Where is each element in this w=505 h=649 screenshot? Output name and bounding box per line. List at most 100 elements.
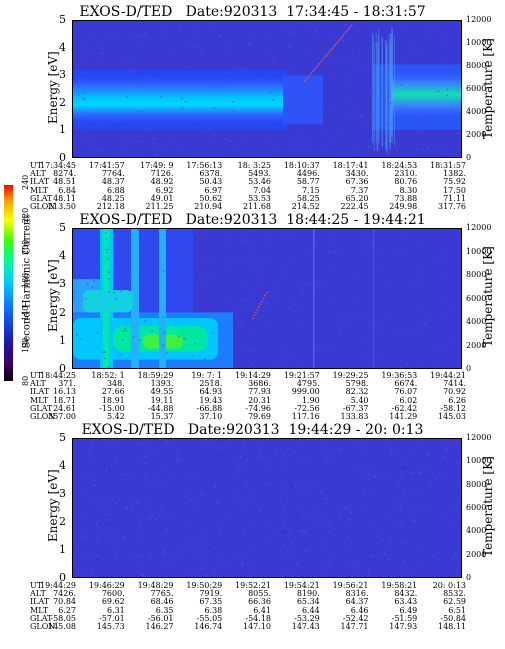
ephemeris-value: 7919. [199, 589, 223, 599]
noise-speck [266, 326, 269, 329]
noise-speck [426, 145, 429, 148]
rtick-label: 4000 [466, 107, 487, 116]
noise-speck [106, 248, 109, 251]
noise-speck [356, 562, 359, 564]
ephemeris-value: 7126. [150, 169, 174, 179]
ephemeris-value: 18:59:29 [137, 371, 174, 380]
ephemeris-value: 148.11 [438, 622, 466, 631]
ephemeris-value: 2518. [199, 379, 223, 389]
noise-speck [197, 572, 200, 575]
noise-speck [347, 482, 350, 484]
noise-speck [333, 268, 336, 270]
noise-speck [240, 456, 243, 459]
vertical-line [373, 229, 375, 368]
ephemeris-value: 147.71 [340, 622, 369, 631]
ephemeris-value: 70.84 [53, 597, 76, 607]
noise-speck [100, 502, 103, 505]
ephemeris-value: 8190. [296, 589, 320, 599]
ephemeris-row-ut: UT 17:34:45 17:41:57 17:49: 9 17:56:13 18: 3:… [30, 161, 500, 171]
ephemeris-value: 80.76 [394, 177, 418, 187]
noise-speck [261, 263, 264, 266]
noise-speck [84, 298, 87, 300]
noise-speck [429, 485, 432, 488]
noise-speck [148, 518, 150, 520]
noise-speck [367, 319, 370, 322]
noise-speck [324, 498, 327, 500]
noise-speck [160, 28, 163, 31]
ephemeris-value: 18.91 [101, 395, 125, 405]
noise-speck [126, 508, 129, 511]
noise-speck [277, 302, 280, 304]
noise-speck [108, 291, 111, 293]
noise-speck [167, 301, 170, 303]
noise-speck [123, 57, 126, 59]
ephemeris-value: 18:17:41 [332, 161, 369, 170]
ephemeris-value: 117.16 [291, 412, 320, 421]
noise-speck [93, 280, 96, 282]
noise-speck [202, 275, 205, 278]
noise-speck [266, 261, 269, 264]
noise-speck [134, 69, 137, 72]
noise-speck [135, 88, 138, 91]
noise-speck [347, 326, 350, 328]
ytick-label: 0 [59, 151, 66, 164]
noise-speck [82, 72, 85, 75]
temperature-dot [310, 72, 313, 75]
noise-speck [384, 553, 387, 556]
ephemeris-value: 53.46 [248, 177, 271, 187]
ephemeris-value: 18:44:25 [40, 371, 76, 380]
noise-speck [421, 149, 424, 151]
noise-speck [240, 322, 243, 324]
noise-speck [81, 97, 84, 99]
ephemeris-value: 18.71 [53, 395, 76, 405]
noise-speck [142, 442, 145, 445]
noise-speck [73, 467, 76, 469]
noise-speck [323, 130, 326, 132]
noise-speck [209, 277, 212, 280]
ephemeris-row-mlt: MLT 6.27 6.31 6.35 6.38 6.41 6.44 6.46 6.49 6.51 [30, 606, 500, 616]
noise-speck [406, 363, 408, 366]
noise-speck [198, 278, 201, 281]
noise-speck [191, 46, 194, 49]
noise-speck [379, 248, 382, 250]
noise-speck [310, 569, 313, 572]
colorbar-label: Second Harmonic Current [21, 214, 33, 349]
noise-speck [185, 564, 188, 566]
noise-speck [138, 478, 141, 480]
noise-speck [244, 305, 247, 307]
spectrogram-panel-1 [73, 21, 461, 157]
noise-speck [96, 523, 99, 526]
ephemeris-value: 19:46:29 [88, 581, 125, 590]
ephemeris-value: 19:56:21 [332, 581, 369, 590]
noise-speck [430, 315, 433, 317]
noise-speck [379, 80, 382, 83]
ephemeris-name: ALT [30, 379, 46, 389]
noise-speck [321, 439, 324, 442]
noise-speck [103, 507, 106, 510]
streak [377, 42, 379, 152]
colorbar-tick-label: 240 [21, 174, 30, 190]
noise-speck [232, 123, 235, 125]
ephemeris-value: 19.11 [150, 395, 174, 405]
noise-speck [229, 244, 232, 246]
noise-speck [107, 271, 110, 273]
noise-speck [344, 473, 347, 475]
noise-speck [406, 568, 409, 571]
noise-speck [91, 573, 94, 576]
noise-speck [122, 119, 125, 121]
ephemeris-value: -53.29 [294, 613, 320, 623]
noise-speck [444, 448, 447, 450]
noise-speck [139, 366, 142, 368]
noise-speck [320, 149, 323, 152]
ephemeris-value: 371. [58, 379, 76, 389]
noise-speck [181, 107, 184, 110]
noise-speck [243, 239, 246, 241]
noise-speck [171, 559, 174, 561]
noise-speck [180, 310, 183, 312]
noise-speck [245, 261, 248, 263]
noise-speck [358, 485, 361, 487]
noise-speck [249, 42, 252, 44]
noise-speck [105, 519, 108, 521]
noise-speck [457, 499, 460, 501]
noise-speck [154, 78, 157, 80]
